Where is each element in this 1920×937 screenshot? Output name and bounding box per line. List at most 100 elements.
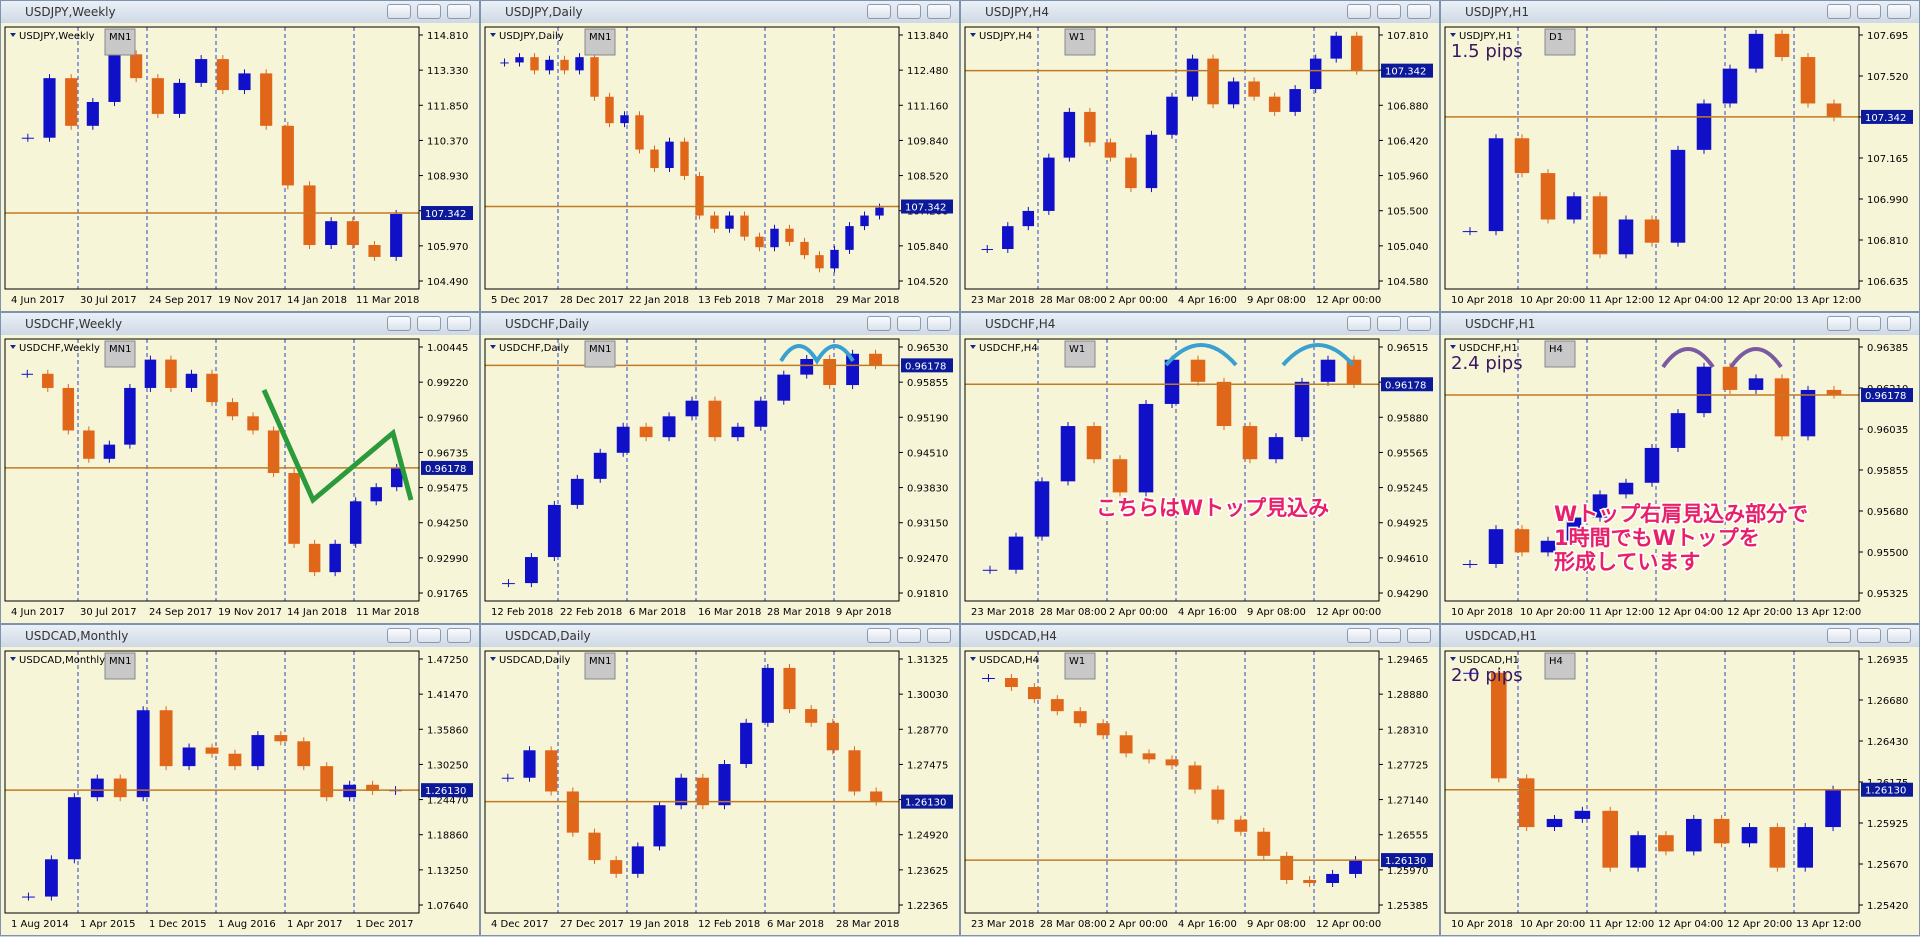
candle-body (1463, 672, 1479, 674)
candle-body (731, 426, 745, 438)
candle-body (1119, 735, 1133, 754)
minimize-button[interactable] (387, 628, 411, 643)
date-label: 11 Mar 2018 (356, 607, 419, 618)
maximize-button[interactable] (417, 316, 441, 331)
candle-body (870, 791, 883, 802)
candle-body (1268, 96, 1281, 112)
symbol-label: USDJPY,Weekly (19, 31, 95, 42)
candle-body (1797, 827, 1814, 868)
period-button[interactable] (584, 28, 616, 56)
price-label: 0.93150 (907, 519, 948, 530)
minimize-button[interactable] (1347, 316, 1371, 331)
close-button[interactable] (1887, 4, 1911, 19)
date-label: 14 Jan 2018 (287, 607, 347, 618)
candle-body (1320, 359, 1336, 382)
date-label: 4 Dec 2017 (491, 919, 549, 930)
candle-body (185, 373, 198, 388)
period-button[interactable] (584, 340, 616, 368)
chart-window: USDJPY,Weekly 4 Jun 2017 30 Jul 2017 24 Sep… (0, 0, 480, 312)
candle-body (1164, 359, 1180, 404)
maximize-button[interactable] (1377, 4, 1401, 19)
maximize-button[interactable] (1857, 4, 1881, 19)
maximize-button[interactable] (1857, 316, 1881, 331)
close-button[interactable] (447, 4, 471, 19)
period-button[interactable] (1064, 28, 1096, 56)
close-button[interactable] (927, 4, 951, 19)
candle-body (869, 353, 882, 366)
maximize-button[interactable] (897, 628, 921, 643)
maximize-button[interactable] (1377, 316, 1401, 331)
period-label: H4 (1549, 344, 1563, 355)
minimize-button[interactable] (387, 4, 411, 19)
price-label: 0.91765 (427, 589, 468, 600)
current-price-label: 1.26130 (905, 798, 946, 809)
price-label: 104.490 (427, 277, 468, 288)
close-button[interactable] (447, 628, 471, 643)
candle-body (639, 426, 653, 438)
candle-body (665, 141, 674, 169)
close-button[interactable] (1407, 4, 1431, 19)
maximize-button[interactable] (417, 628, 441, 643)
period-button[interactable] (584, 652, 616, 680)
close-button[interactable] (1407, 628, 1431, 643)
period-button[interactable] (1064, 340, 1096, 368)
candle-body (1644, 447, 1660, 483)
period-button[interactable] (1544, 28, 1576, 56)
period-button[interactable] (1544, 652, 1576, 680)
close-button[interactable] (927, 316, 951, 331)
period-button[interactable] (104, 28, 136, 56)
close-button[interactable] (1887, 316, 1911, 331)
maximize-button[interactable] (897, 316, 921, 331)
candle-body (653, 805, 666, 847)
date-label: 1 Dec 2017 (356, 919, 414, 930)
candle-body (566, 791, 579, 833)
maximize-button[interactable] (1857, 628, 1881, 643)
maximize-button[interactable] (417, 4, 441, 19)
period-button[interactable] (104, 340, 136, 368)
date-label: 29 Mar 2018 (836, 295, 899, 306)
date-label: 9 Apr 08:00 (1247, 919, 1306, 930)
period-button[interactable] (1544, 340, 1576, 368)
candle-body (500, 62, 509, 64)
date-label: 10 Apr 2018 (1451, 919, 1513, 930)
period-button[interactable] (1064, 652, 1096, 680)
candle-body (62, 387, 75, 431)
minimize-button[interactable] (867, 628, 891, 643)
candle-body (108, 54, 121, 102)
maximize-button[interactable] (1377, 628, 1401, 643)
candle-body (1722, 366, 1738, 390)
maximize-button[interactable] (897, 4, 921, 19)
date-label: 30 Jul 2017 (80, 295, 137, 306)
date-label: 4 Apr 16:00 (1178, 295, 1237, 306)
minimize-button[interactable] (387, 316, 411, 331)
minimize-button[interactable] (867, 4, 891, 19)
minimize-button[interactable] (1827, 316, 1851, 331)
close-button[interactable] (447, 316, 471, 331)
candle-body (805, 709, 818, 723)
price-label: 106.810 (1867, 236, 1908, 247)
price-label: 0.94925 (1387, 519, 1428, 530)
date-label: 30 Jul 2017 (80, 607, 137, 618)
minimize-button[interactable] (1827, 4, 1851, 19)
minimize-button[interactable] (1827, 628, 1851, 643)
window-title: USDCAD,H1 (1465, 629, 1537, 643)
dropdown-arrow (10, 33, 16, 37)
date-label: 6 Mar 2018 (629, 607, 686, 618)
dropdown-arrow (10, 345, 16, 349)
candle-body (1696, 103, 1712, 150)
price-label: 1.28310 (1387, 725, 1428, 736)
close-button[interactable] (927, 628, 951, 643)
close-button[interactable] (1407, 316, 1431, 331)
candle-body (1769, 827, 1786, 868)
window-title: USDCHF,H4 (985, 317, 1056, 331)
candle-body (1216, 381, 1232, 427)
period-label: MN1 (589, 32, 611, 43)
close-button[interactable] (1887, 628, 1911, 643)
minimize-button[interactable] (867, 316, 891, 331)
date-label: 5 Dec 2017 (491, 295, 549, 306)
period-button[interactable] (104, 652, 136, 680)
dropdown-arrow (970, 345, 976, 349)
minimize-button[interactable] (1347, 628, 1371, 643)
price-label: 1.26430 (1867, 737, 1908, 748)
minimize-button[interactable] (1347, 4, 1371, 19)
